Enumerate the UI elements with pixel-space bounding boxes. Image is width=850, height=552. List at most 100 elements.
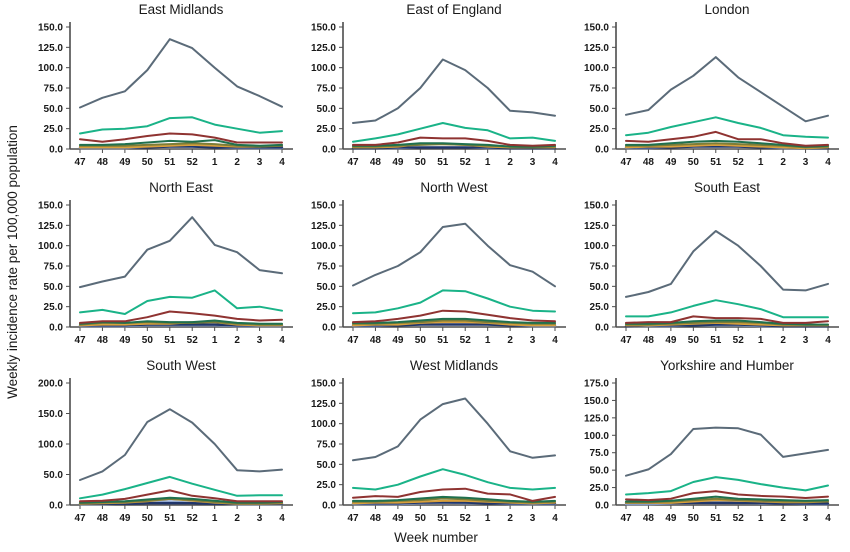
chart-east-midlands: East Midlands 0.0 25.0 50.0 75.0 100.0 125.0 1…: [26, 2, 298, 180]
series-line-dark-green: [352, 495, 556, 503]
x-tick-label: 4: [825, 513, 831, 524]
x-tick-label: 2: [780, 335, 786, 346]
x-tick-label: 52: [733, 157, 745, 168]
x-tick-label: 1: [758, 513, 764, 524]
y-tick-label: 125.0: [38, 43, 63, 54]
x-tick-label: 3: [530, 157, 536, 168]
x-tick-label: 51: [710, 513, 722, 524]
y-tick-label: 150.0: [311, 379, 336, 390]
chart-title: East of England: [406, 2, 502, 17]
x-tick-label: 51: [164, 513, 176, 524]
y-tick-label: 75.0: [590, 84, 610, 95]
y-tick-label: 0.0: [49, 501, 63, 512]
x-tick-label: 2: [234, 335, 240, 346]
y-tick-label: 100.0: [38, 63, 63, 74]
y-tick-label: 25.0: [317, 302, 337, 313]
x-tick-label: 47: [347, 335, 359, 346]
x-tick-label: 50: [415, 513, 427, 524]
x-tick-label: 47: [74, 335, 86, 346]
x-tick-label: 51: [164, 157, 176, 168]
x-tick-label: 52: [187, 157, 199, 168]
x-tick-label: 3: [803, 335, 809, 346]
y-tick-label: 125.0: [311, 43, 336, 54]
y-tick-label: 0.0: [322, 145, 336, 156]
series-line-orange: [625, 143, 829, 150]
series-line-gray: [352, 222, 556, 288]
y-tick-label: 50.0: [590, 466, 610, 477]
y-tick-label: 125.0: [584, 221, 609, 232]
x-tick-label: 1: [485, 513, 491, 524]
y-tick-label: 0.0: [322, 501, 336, 512]
chart-plot: 0.0 25.0 50.0 75.0 100.0 125.0 150.0 47 48 49 50 51…: [38, 200, 293, 346]
series-line-teal: [625, 476, 829, 496]
x-tick-label: 47: [74, 513, 86, 524]
chart-london: London 0.0 25.0 50.0 75.0 100.0 125.0 150.0 47 4…: [572, 2, 844, 180]
chart-east-of-england: East of England 0.0 25.0 50.0 75.0 100.0 125.…: [299, 2, 571, 180]
x-tick-label: 48: [643, 335, 655, 346]
chart-title: London: [704, 2, 750, 17]
x-tick-label: 48: [370, 157, 382, 168]
x-tick-label: 52: [460, 335, 472, 346]
y-tick-label: 150.0: [311, 201, 336, 212]
x-tick-label: 1: [758, 157, 764, 168]
y-tick-label: 175.0: [584, 379, 609, 390]
x-tick-label: 47: [620, 335, 632, 346]
x-tick-label: 50: [688, 157, 700, 168]
x-tick-label: 2: [234, 157, 240, 168]
chart-plot: 0.0 25.0 50.0 75.0 100.0 125.0 150.0 47 48 49 50 51…: [311, 378, 566, 524]
y-tick-label: 50.0: [317, 282, 337, 293]
series-line-teal: [625, 299, 829, 319]
x-axis-title: Week number: [394, 530, 478, 545]
series-line-dark-red: [625, 315, 829, 324]
x-tick-label: 48: [643, 157, 655, 168]
chart-title: East Midlands: [138, 2, 224, 17]
chart-south-east: South East 0.0 25.0 50.0 75.0 100.0 125.0 150.…: [572, 180, 844, 358]
x-tick-label: 51: [164, 335, 176, 346]
y-tick-label: 150.0: [38, 201, 63, 212]
y-tick-label: 0.0: [49, 145, 63, 156]
y-tick-label: 0.0: [322, 323, 336, 334]
x-tick-label: 50: [142, 335, 154, 346]
chart-title: West Midlands: [409, 358, 499, 373]
y-tick-label: 50.0: [44, 470, 64, 481]
y-tick-label: 0.0: [595, 501, 609, 512]
chart-plot: 0.0 25.0 50.0 75.0 100.0 125.0 150.0 175.0 47 48 4…: [584, 378, 839, 524]
x-tick-label: 52: [460, 513, 472, 524]
y-tick-label: 150.0: [38, 23, 63, 34]
chart-south-west: South West 0.0 50.0 100.0 150.0 200.0 47 48 49 5…: [26, 358, 298, 536]
series-line-teal: [352, 122, 556, 143]
x-tick-label: 1: [212, 335, 218, 346]
y-tick-label: 25.0: [590, 124, 610, 135]
series-line-gray: [352, 397, 556, 462]
y-tick-label: 100.0: [584, 431, 609, 442]
y-tick-label: 75.0: [44, 262, 64, 273]
x-tick-label: 3: [257, 157, 263, 168]
x-tick-label: 1: [485, 157, 491, 168]
chart-title: North East: [149, 180, 213, 195]
y-tick-label: 125.0: [584, 43, 609, 54]
y-tick-label: 150.0: [584, 23, 609, 34]
x-tick-label: 52: [187, 513, 199, 524]
y-tick-label: 100.0: [38, 440, 63, 451]
chart-plot: 0.0 25.0 50.0 75.0 100.0 125.0 150.0 47 48 49 50 51…: [584, 200, 839, 346]
chart-plot: 0.0 25.0 50.0 75.0 100.0 125.0 150.0 47 48 49 50 51…: [311, 200, 566, 346]
series-line-dark-green: [79, 319, 283, 325]
x-tick-label: 1: [212, 513, 218, 524]
series-line-teal: [79, 116, 283, 135]
x-tick-label: 4: [825, 157, 831, 168]
y-tick-label: 0.0: [595, 323, 609, 334]
x-tick-label: 2: [507, 335, 513, 346]
x-tick-label: 49: [119, 335, 131, 346]
series-line-dark-red: [352, 136, 556, 147]
y-tick-label: 25.0: [317, 124, 337, 135]
chart-plot: 0.0 50.0 100.0 150.0 200.0 47 48 49 50 51 52 1 2 3 4: [38, 378, 293, 524]
x-tick-label: 48: [370, 335, 382, 346]
x-tick-label: 3: [257, 335, 263, 346]
series-line-teal: [79, 289, 283, 315]
series-line-dark-green: [625, 495, 829, 503]
chart-plot: 0.0 25.0 50.0 75.0 100.0 125.0 150.0 47 48 49 50 51…: [584, 22, 839, 168]
series-line-dark-red: [625, 490, 829, 502]
chart-title: South West: [146, 358, 216, 373]
x-tick-label: 51: [710, 157, 722, 168]
series-line-teal: [352, 289, 556, 315]
